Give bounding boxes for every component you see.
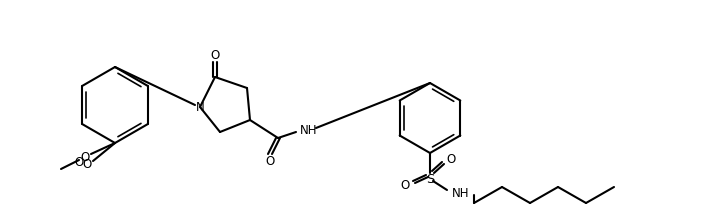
Text: NH: NH <box>300 124 318 136</box>
Text: N: N <box>196 100 204 114</box>
Text: NH: NH <box>452 187 470 199</box>
Text: O: O <box>210 48 220 61</box>
Text: O: O <box>401 179 410 191</box>
Text: O: O <box>265 155 275 167</box>
Text: O: O <box>80 150 89 164</box>
Text: O: O <box>75 155 84 169</box>
Text: O: O <box>446 153 455 165</box>
Text: S: S <box>426 172 434 186</box>
Text: O: O <box>82 157 92 170</box>
